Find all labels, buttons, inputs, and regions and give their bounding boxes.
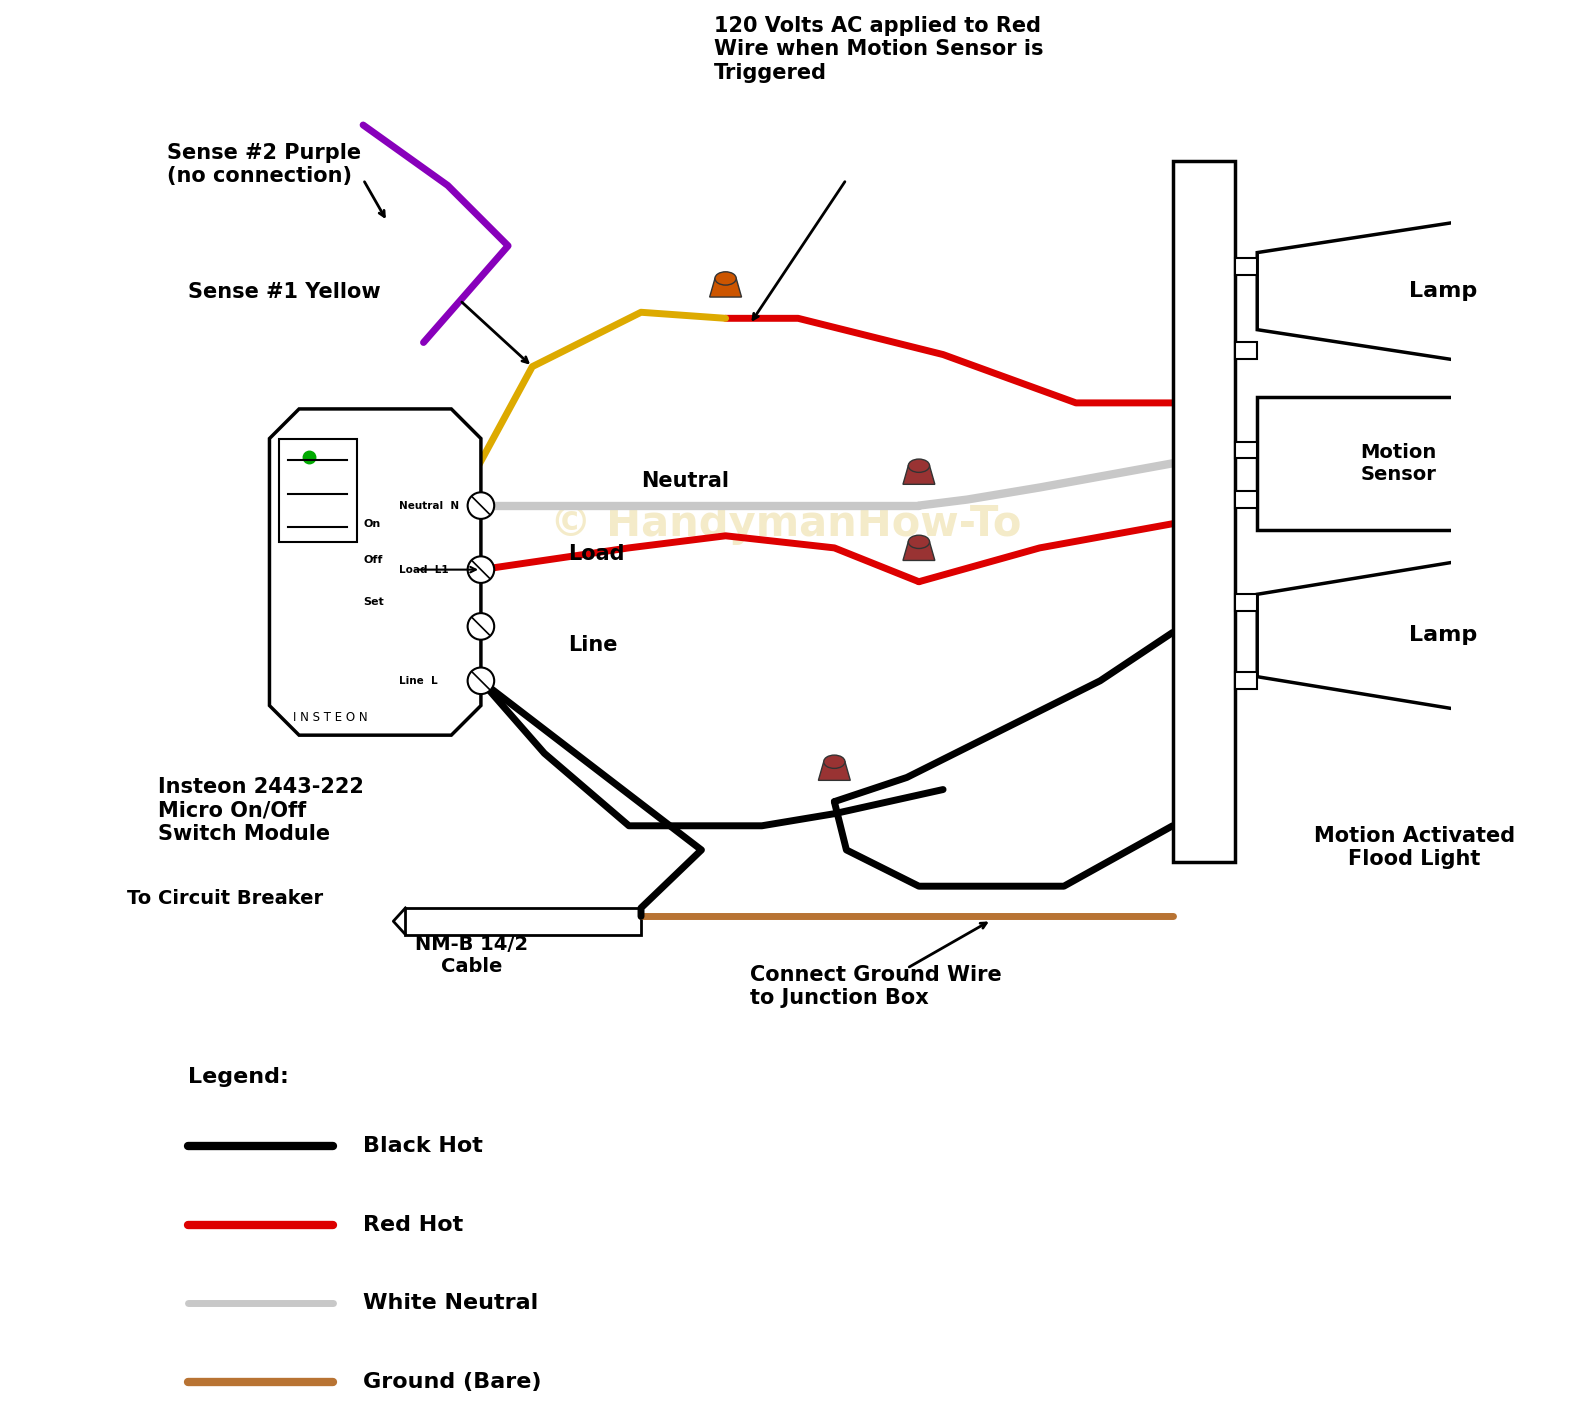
Ellipse shape xyxy=(824,755,846,768)
Bar xyxy=(1236,257,1258,274)
Polygon shape xyxy=(709,279,742,297)
Text: Motion
Sensor: Motion Sensor xyxy=(1360,442,1437,483)
Text: Line: Line xyxy=(569,634,618,654)
Bar xyxy=(1236,673,1258,690)
Bar xyxy=(1236,442,1258,458)
Polygon shape xyxy=(819,762,850,781)
Polygon shape xyxy=(1258,542,1572,729)
Polygon shape xyxy=(269,410,481,735)
Text: NM-B 14/2
Cable: NM-B 14/2 Cable xyxy=(415,934,528,975)
Text: Neutral  N: Neutral N xyxy=(399,501,459,510)
Text: Ground (Bare): Ground (Bare) xyxy=(363,1372,542,1392)
Text: Insteon 2443-222
Micro On/Off
Switch Module: Insteon 2443-222 Micro On/Off Switch Mod… xyxy=(157,778,363,843)
Text: Lamp: Lamp xyxy=(1409,626,1478,646)
Text: Off: Off xyxy=(363,555,382,565)
Ellipse shape xyxy=(909,459,929,472)
Bar xyxy=(1236,343,1258,360)
Circle shape xyxy=(467,492,494,519)
FancyBboxPatch shape xyxy=(406,907,641,934)
Text: © HandymanHow-To: © HandymanHow-To xyxy=(550,503,1022,545)
Text: Load  L1: Load L1 xyxy=(399,565,450,574)
Bar xyxy=(1258,397,1572,530)
Text: Neutral: Neutral xyxy=(641,472,729,492)
Text: Load: Load xyxy=(569,545,626,565)
Text: Sense #2 Purple
(no connection): Sense #2 Purple (no connection) xyxy=(167,144,362,186)
Text: White Neutral: White Neutral xyxy=(363,1293,538,1313)
Bar xyxy=(278,439,357,542)
Bar xyxy=(1173,161,1236,862)
Text: Lamp: Lamp xyxy=(1409,282,1478,301)
Circle shape xyxy=(467,667,494,694)
Text: On: On xyxy=(363,519,380,529)
Ellipse shape xyxy=(909,535,929,549)
Bar xyxy=(1236,594,1258,610)
Text: 120 Volts AC applied to Red
Wire when Motion Sensor is
Triggered: 120 Volts AC applied to Red Wire when Mo… xyxy=(714,16,1042,82)
Polygon shape xyxy=(902,466,935,485)
Text: To Circuit Breaker: To Circuit Breaker xyxy=(127,889,324,907)
Text: Sense #1 Yellow: Sense #1 Yellow xyxy=(189,282,380,301)
Text: Red Hot: Red Hot xyxy=(363,1214,464,1234)
Bar xyxy=(1236,491,1258,508)
Text: Legend:: Legend: xyxy=(189,1068,289,1088)
Text: Set: Set xyxy=(363,597,384,607)
Ellipse shape xyxy=(715,272,736,284)
Text: Motion Activated
Flood Light: Motion Activated Flood Light xyxy=(1314,826,1515,869)
Circle shape xyxy=(467,556,494,583)
Text: Connect Ground Wire
to Junction Box: Connect Ground Wire to Junction Box xyxy=(750,964,1001,1008)
Bar xyxy=(1517,407,1552,520)
Text: Line  L: Line L xyxy=(399,675,439,685)
Polygon shape xyxy=(1258,203,1572,378)
Text: Black Hot: Black Hot xyxy=(363,1136,483,1156)
Circle shape xyxy=(467,613,494,640)
Text: I N S T E O N: I N S T E O N xyxy=(292,711,368,724)
Polygon shape xyxy=(902,542,935,560)
